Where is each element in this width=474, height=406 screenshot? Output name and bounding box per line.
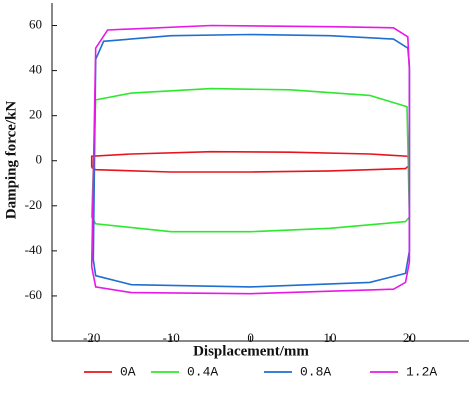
legend-label: 0A <box>120 364 136 379</box>
y-tick-label: -60 <box>25 287 42 302</box>
y-tick-label: -40 <box>25 242 42 257</box>
series-line <box>92 33 411 288</box>
series-line <box>90 24 411 295</box>
x-tick-label: 20 <box>403 330 416 345</box>
series-line <box>90 150 411 173</box>
y-tick-label: 60 <box>29 17 42 32</box>
legend-label: 0.4A <box>187 364 218 379</box>
x-axis-label: Displacement/mm <box>193 343 309 359</box>
legend-label: 1.2A <box>406 364 437 379</box>
legend-label: 0.8A <box>300 364 331 379</box>
y-tick-label: 40 <box>29 62 42 77</box>
y-axis-label: Damping force/kN <box>3 101 19 220</box>
y-tick-label: -20 <box>25 197 42 212</box>
x-tick-label: 10 <box>324 330 337 345</box>
y-tick-label: 0 <box>36 152 43 167</box>
x-tick-label: -20 <box>83 330 100 345</box>
x-tick-label: 0 <box>247 330 254 345</box>
x-tick-label: -10 <box>162 330 179 345</box>
series-line <box>90 87 411 233</box>
y-tick-label: 20 <box>29 107 42 122</box>
